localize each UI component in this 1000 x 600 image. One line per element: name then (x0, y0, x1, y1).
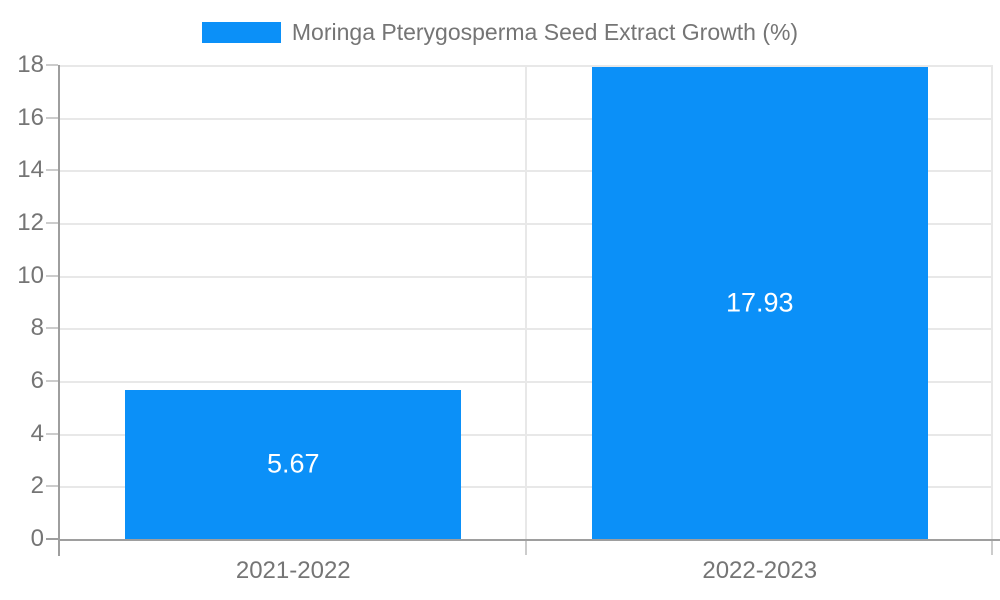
y-tick-mark (46, 538, 58, 540)
h-gridline (60, 433, 993, 436)
x-tick-mark (991, 541, 993, 555)
x-axis-line (58, 539, 1000, 541)
legend-swatch-icon (201, 21, 281, 43)
plot-area: 5.67 17.93 (46, 64, 993, 555)
y-tick-mark (46, 380, 58, 382)
bar[interactable]: 17.93 (591, 66, 928, 539)
y-tick-mark (46, 274, 58, 277)
v-gridline (524, 65, 527, 539)
y-tick-label: 12 (17, 209, 44, 236)
h-gridline (60, 486, 993, 489)
y-tick-mark (46, 222, 58, 224)
chart-legend[interactable]: Moringa Pterygosperma Seed Extract Growt… (0, 19, 1000, 45)
h-gridline (60, 381, 993, 383)
h-gridline (60, 65, 993, 67)
bar-value-label: 17.93 (725, 287, 794, 318)
y-tick-mark (46, 169, 58, 172)
y-tick-label: 16 (17, 103, 44, 131)
h-gridline (60, 328, 993, 331)
y-tick-label: 4 (30, 419, 44, 447)
legend-label: Moringa Pterygosperma Seed Extract Growt… (291, 19, 799, 45)
bar-value-label: 5.67 (266, 448, 320, 479)
x-tick-label: 2021-2022 (235, 557, 351, 584)
y-tick-mark (46, 485, 58, 488)
y-tick-label: 8 (30, 314, 44, 342)
y-tick-label: 10 (17, 261, 44, 289)
x-tick-label: 2022-2023 (702, 557, 818, 584)
y-tick-mark (46, 116, 58, 119)
y-axis-line (58, 65, 60, 556)
y-tick-label: 0 (30, 525, 44, 552)
y-tick-mark (46, 432, 58, 435)
y-tick-label: 14 (17, 156, 44, 184)
h-gridline (60, 275, 993, 278)
h-gridline (60, 223, 993, 225)
y-tick-label: 6 (30, 367, 44, 394)
y-tick-label: 2 (30, 472, 44, 500)
y-tick-mark (46, 64, 58, 66)
y-tick-mark (46, 327, 58, 330)
y-tick-label: 18 (17, 51, 44, 78)
h-gridline (60, 170, 993, 173)
v-gridline (991, 65, 993, 539)
h-gridline (60, 117, 993, 120)
x-tick-mark (524, 541, 527, 555)
bar[interactable]: 5.67 (125, 389, 462, 539)
